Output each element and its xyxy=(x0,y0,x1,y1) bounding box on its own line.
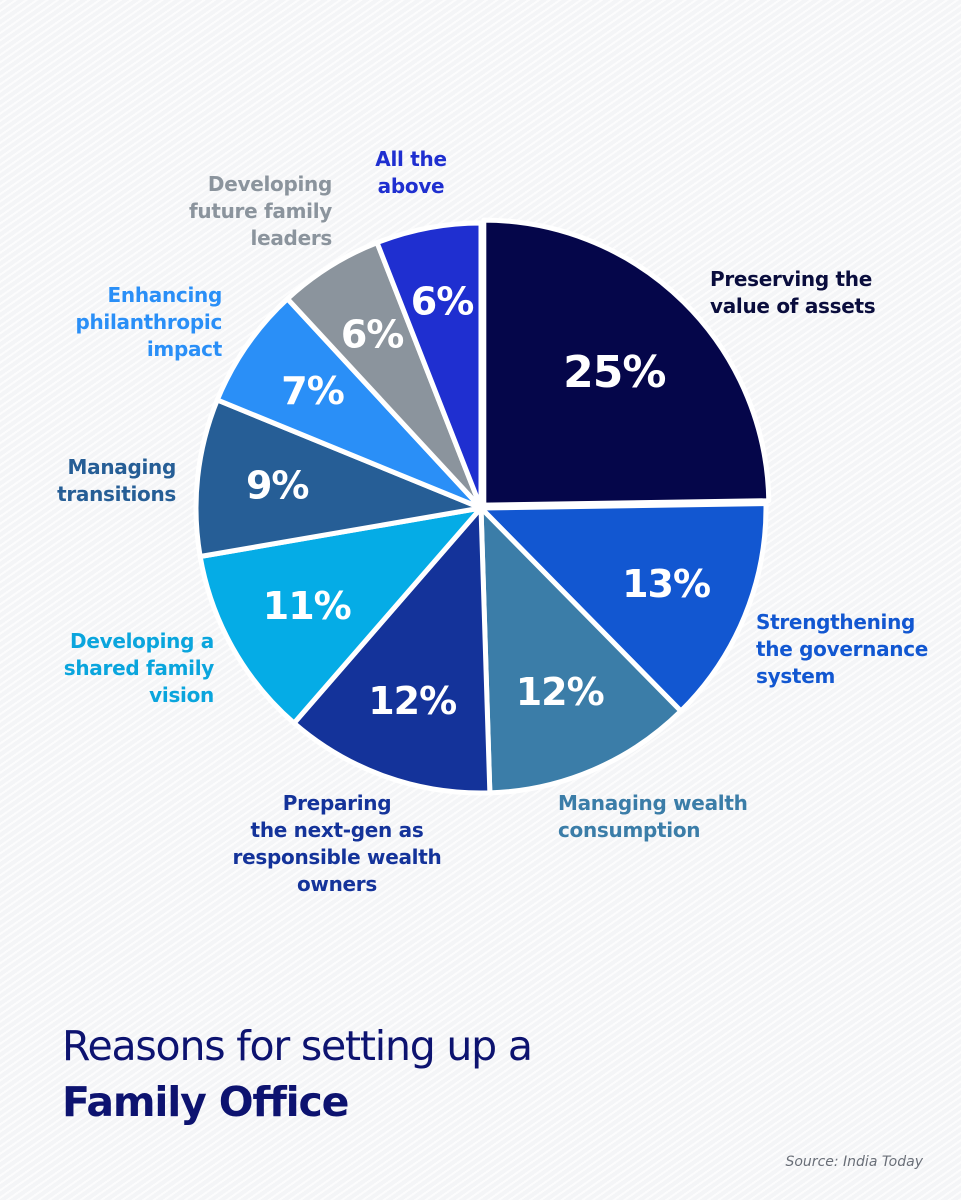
slice-category-label-line: Preserving the xyxy=(710,267,872,291)
slice-category-label-line: Preparing xyxy=(282,791,392,815)
pie-slice xyxy=(291,505,493,796)
source-note: Source: India Today xyxy=(785,1154,923,1170)
slice-category-label: Managing transitions xyxy=(57,454,176,508)
pie-slice xyxy=(478,505,684,796)
slice-category-label-line: Strengthening xyxy=(756,610,916,634)
slice-value-label: 12% xyxy=(516,670,604,714)
slice-category-label-line: Managing xyxy=(67,455,177,479)
slice-category-label: Managing wealth consumption xyxy=(558,790,748,844)
pie-chart: 25% 13% 12% 12% 11% 9% 7% 6%6% xyxy=(193,217,772,796)
pie-slice xyxy=(374,220,484,511)
slice-category-label: Developing future family leaders xyxy=(189,171,332,252)
slice-value-label: 12% xyxy=(368,679,456,723)
slice-category-label-line: Enhancing xyxy=(107,283,223,307)
slice-category-label-line: the next-gen as xyxy=(250,818,424,842)
slice-category-label-line: vision xyxy=(149,683,214,707)
slice-category-label-line: responsible wealth xyxy=(232,845,442,869)
slice-category-label-line: future family xyxy=(188,199,332,223)
slice-value-label: 6% xyxy=(411,280,474,324)
pie-slice xyxy=(481,217,772,508)
slice-value-label: 7% xyxy=(281,369,344,413)
pie-slice xyxy=(193,397,484,560)
slice-value-label: 9% xyxy=(246,464,309,508)
slice-category-label: Developing a shared family vision xyxy=(63,628,215,709)
slice-category-label-line: impact xyxy=(146,337,222,361)
slice-category-label-line: leaders xyxy=(250,226,333,250)
slice-category-label-line: system xyxy=(756,664,836,688)
slice-category-label-line: value of assets xyxy=(710,294,876,318)
slice-value-label: 25% xyxy=(563,347,665,398)
slice-value-label: 6% xyxy=(341,312,404,356)
slice-category-label: Strengthening the governance system xyxy=(756,609,928,690)
slice-category-label-line: All the xyxy=(375,147,447,171)
pie-slice xyxy=(197,505,484,726)
slice-category-label-line: Developing a xyxy=(70,629,214,653)
slice-value-label: 13% xyxy=(622,562,710,606)
slice-value-label: 11% xyxy=(263,584,351,628)
slice-category-label-line: Managing wealth xyxy=(558,791,748,815)
slice-category-label-line: shared family xyxy=(63,656,215,680)
slice-category-label-line: above xyxy=(377,174,445,198)
slice-category-label-line: owners xyxy=(296,872,377,896)
slice-category-label: Preparing the next-gen as responsible weal… xyxy=(233,790,442,898)
slice-category-label-line: consumption xyxy=(558,818,701,842)
chart-title: Reasons for setting up a Family Office xyxy=(62,1018,533,1130)
chart-title-regular: Reasons for setting up a xyxy=(62,1022,533,1070)
slice-category-label-line: transitions xyxy=(57,482,176,506)
slice-category-label: Preserving the value of assets xyxy=(710,266,876,320)
slice-category-label: Enhancing philanthropic impact xyxy=(75,282,222,363)
slice-category-label: All the above xyxy=(375,146,447,200)
slice-category-label-line: philanthropic xyxy=(75,310,222,334)
chart-title-bold: Family Office xyxy=(62,1078,349,1126)
slice-category-label-line: Developing xyxy=(207,172,332,196)
slice-category-label-line: the governance xyxy=(756,637,929,661)
pie-slice xyxy=(478,501,769,714)
